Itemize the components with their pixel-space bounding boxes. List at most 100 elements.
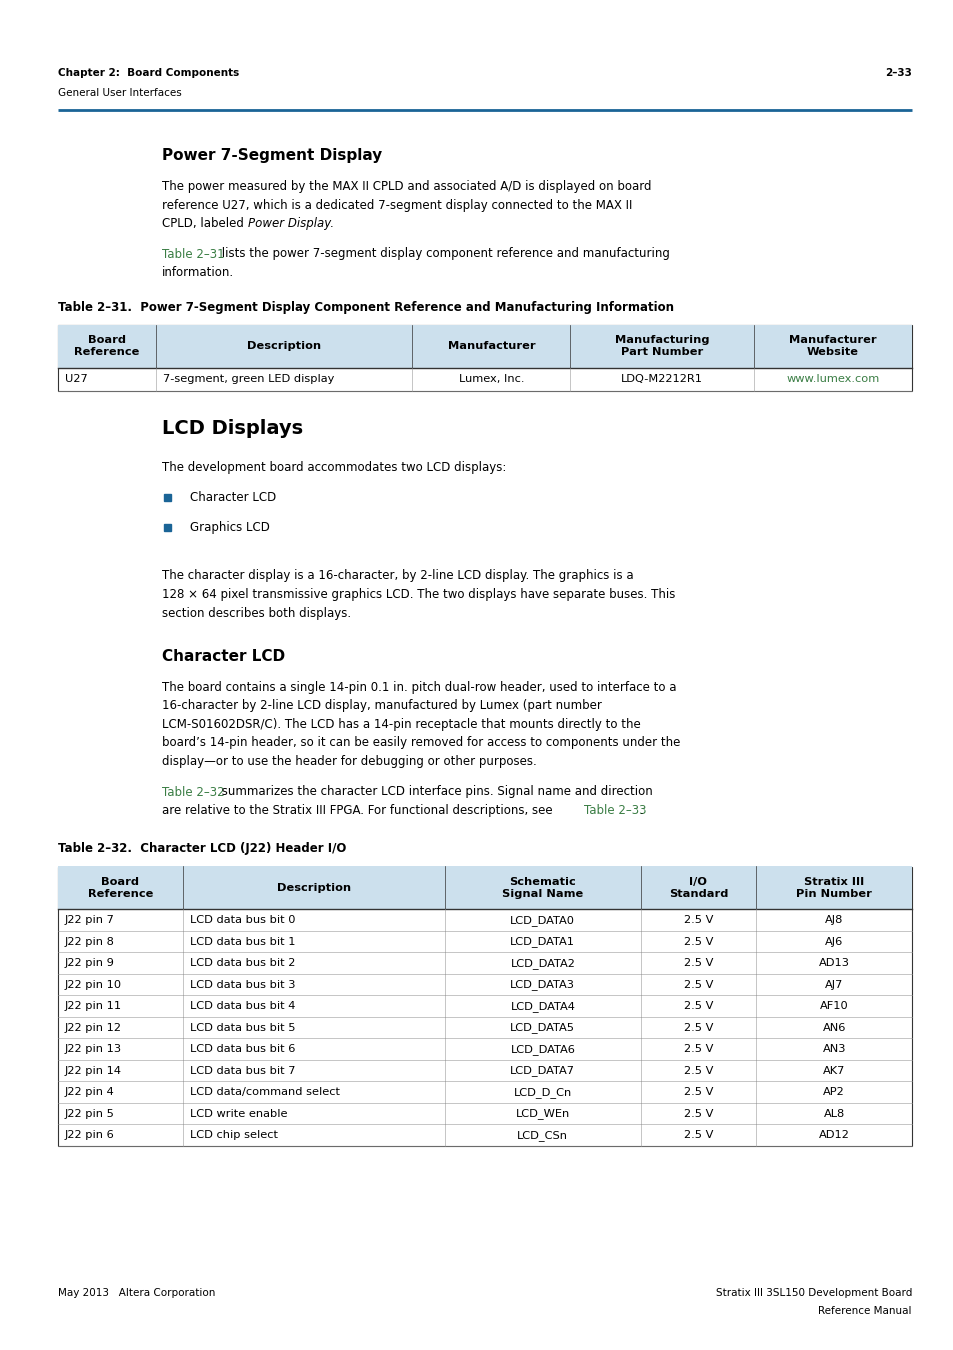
Text: 2.5 V: 2.5 V	[683, 1023, 713, 1033]
Text: LCD_WEn: LCD_WEn	[516, 1108, 569, 1119]
Text: 2.5 V: 2.5 V	[683, 1065, 713, 1076]
Text: Description: Description	[247, 342, 321, 351]
Text: 2.5 V: 2.5 V	[683, 937, 713, 946]
Text: Lumex, Inc.: Lumex, Inc.	[458, 374, 523, 383]
Text: Schematic
Signal Name: Schematic Signal Name	[501, 876, 583, 899]
Text: AF10: AF10	[819, 1002, 847, 1011]
Text: AP2: AP2	[822, 1087, 844, 1098]
Text: Manufacturing
Part Number: Manufacturing Part Number	[615, 335, 709, 358]
Text: The board contains a single 14-pin 0.1 in. pitch dual-row header, used to interf: The board contains a single 14-pin 0.1 i…	[162, 680, 676, 694]
Text: I/O
Standard: I/O Standard	[668, 876, 727, 899]
Text: AD13: AD13	[818, 958, 849, 968]
Text: J22 pin 7: J22 pin 7	[65, 915, 114, 925]
Text: LCD data bus bit 7: LCD data bus bit 7	[190, 1065, 294, 1076]
Text: Stratix III 3SL150 Development Board: Stratix III 3SL150 Development Board	[715, 1288, 911, 1297]
Text: Stratix III
Pin Number: Stratix III Pin Number	[796, 876, 871, 899]
Text: J22 pin 10: J22 pin 10	[65, 980, 122, 990]
Text: J22 pin 12: J22 pin 12	[65, 1023, 122, 1033]
Text: Character LCD: Character LCD	[162, 649, 285, 664]
Text: Manufacturer
Website: Manufacturer Website	[788, 335, 876, 358]
Text: LCD_DATA5: LCD_DATA5	[510, 1022, 575, 1033]
Text: 2.5 V: 2.5 V	[683, 1087, 713, 1098]
Text: 2.5 V: 2.5 V	[683, 1108, 713, 1119]
Text: AL8: AL8	[822, 1108, 844, 1119]
Text: LCD_D_Cn: LCD_D_Cn	[513, 1087, 572, 1098]
Text: LCD data bus bit 5: LCD data bus bit 5	[190, 1023, 294, 1033]
Text: Power Display.: Power Display.	[248, 217, 334, 230]
Text: LCD_DATA4: LCD_DATA4	[510, 1000, 575, 1011]
Text: 2.5 V: 2.5 V	[683, 1002, 713, 1011]
Text: are relative to the Stratix III FPGA. For functional descriptions, see: are relative to the Stratix III FPGA. Fo…	[162, 805, 556, 817]
Text: section describes both displays.: section describes both displays.	[162, 606, 351, 620]
Text: J22 pin 11: J22 pin 11	[65, 1002, 122, 1011]
Text: www.lumex.com: www.lumex.com	[785, 374, 879, 383]
Text: summarizes the character LCD interface pins. Signal name and direction: summarizes the character LCD interface p…	[218, 786, 653, 798]
Text: AK7: AK7	[822, 1065, 844, 1076]
Bar	[58, 324, 911, 390]
Text: J22 pin 13: J22 pin 13	[65, 1045, 122, 1054]
Text: Table 2–33: Table 2–33	[583, 805, 646, 817]
Text: Manufacturer: Manufacturer	[447, 342, 535, 351]
Text: Table 2–32: Table 2–32	[162, 786, 224, 798]
Text: LCD data bus bit 2: LCD data bus bit 2	[190, 958, 294, 968]
Text: LCD data bus bit 4: LCD data bus bit 4	[190, 1002, 294, 1011]
Text: Character LCD: Character LCD	[190, 491, 276, 505]
Text: 2.5 V: 2.5 V	[683, 958, 713, 968]
Text: J22 pin 5: J22 pin 5	[65, 1108, 114, 1119]
Text: J22 pin 9: J22 pin 9	[65, 958, 114, 968]
Bar	[164, 494, 171, 501]
Text: display—or to use the header for debugging or other purposes.: display—or to use the header for debuggi…	[162, 755, 537, 768]
Text: AD12: AD12	[818, 1130, 849, 1141]
Bar	[164, 524, 171, 531]
Text: LCD_DATA3: LCD_DATA3	[510, 979, 575, 990]
Text: The power measured by the MAX II CPLD and associated A/D is displayed on board: The power measured by the MAX II CPLD an…	[162, 180, 651, 193]
Bar	[58, 867, 911, 910]
Text: 2–33: 2–33	[884, 68, 911, 78]
Text: AN6: AN6	[821, 1023, 845, 1033]
Text: LCD_CSn: LCD_CSn	[517, 1130, 568, 1141]
Text: Power 7-Segment Display: Power 7-Segment Display	[162, 148, 382, 163]
Text: Table 2–31: Table 2–31	[162, 247, 224, 261]
Text: LCD write enable: LCD write enable	[190, 1108, 287, 1119]
Text: LCM-S01602DSR/C). The LCD has a 14-pin receptacle that mounts directly to the: LCM-S01602DSR/C). The LCD has a 14-pin r…	[162, 718, 640, 730]
Text: General User Interfaces: General User Interfaces	[58, 88, 182, 99]
Text: LCD_DATA0: LCD_DATA0	[510, 915, 575, 926]
Text: 2.5 V: 2.5 V	[683, 1130, 713, 1141]
Text: information.: information.	[162, 266, 233, 279]
Text: J22 pin 14: J22 pin 14	[65, 1065, 122, 1076]
Text: 128 × 64 pixel transmissive graphics LCD. The two displays have separate buses. : 128 × 64 pixel transmissive graphics LCD…	[162, 589, 675, 601]
Text: lists the power 7-segment display component reference and manufacturing: lists the power 7-segment display compon…	[218, 247, 669, 261]
Text: AJ7: AJ7	[824, 980, 842, 990]
Text: The character display is a 16-character, by 2-line LCD display. The graphics is : The character display is a 16-character,…	[162, 570, 633, 582]
Text: Graphics LCD: Graphics LCD	[190, 521, 270, 535]
Text: LCD data bus bit 3: LCD data bus bit 3	[190, 980, 294, 990]
Text: LCD_DATA7: LCD_DATA7	[510, 1065, 575, 1076]
Text: 2.5 V: 2.5 V	[683, 915, 713, 925]
Text: 2.5 V: 2.5 V	[683, 980, 713, 990]
Bar	[58, 324, 911, 367]
Text: LCD_DATA1: LCD_DATA1	[510, 937, 575, 948]
Text: .: .	[639, 805, 643, 817]
Text: 7-segment, green LED display: 7-segment, green LED display	[163, 374, 335, 383]
Text: LCD data bus bit 6: LCD data bus bit 6	[190, 1045, 294, 1054]
Text: Table 2–31.  Power 7-Segment Display Component Reference and Manufacturing Infor: Table 2–31. Power 7-Segment Display Comp…	[58, 301, 673, 313]
Text: Table 2–32.  Character LCD (J22) Header I/O: Table 2–32. Character LCD (J22) Header I…	[58, 842, 346, 856]
Text: Chapter 2:  Board Components: Chapter 2: Board Components	[58, 68, 239, 78]
Text: Board
Reference: Board Reference	[74, 335, 140, 358]
Text: AJ6: AJ6	[824, 937, 842, 946]
Text: AN3: AN3	[821, 1045, 845, 1054]
Text: LDQ-M2212R1: LDQ-M2212R1	[620, 374, 702, 383]
Text: LCD chip select: LCD chip select	[190, 1130, 277, 1141]
Text: LCD data bus bit 0: LCD data bus bit 0	[190, 915, 294, 925]
Text: Description: Description	[276, 883, 351, 892]
Text: LCD data bus bit 1: LCD data bus bit 1	[190, 937, 294, 946]
Text: 2.5 V: 2.5 V	[683, 1045, 713, 1054]
Text: LCD_DATA2: LCD_DATA2	[510, 957, 575, 969]
Text: U27: U27	[65, 374, 88, 383]
Text: The development board accommodates two LCD displays:: The development board accommodates two L…	[162, 462, 506, 474]
Text: Board
Reference: Board Reference	[88, 876, 152, 899]
Text: J22 pin 4: J22 pin 4	[65, 1087, 114, 1098]
Text: LCD Displays: LCD Displays	[162, 418, 303, 437]
Text: LCD_DATA6: LCD_DATA6	[510, 1044, 575, 1054]
Text: board’s 14-pin header, so it can be easily removed for access to components unde: board’s 14-pin header, so it can be easi…	[162, 737, 679, 749]
